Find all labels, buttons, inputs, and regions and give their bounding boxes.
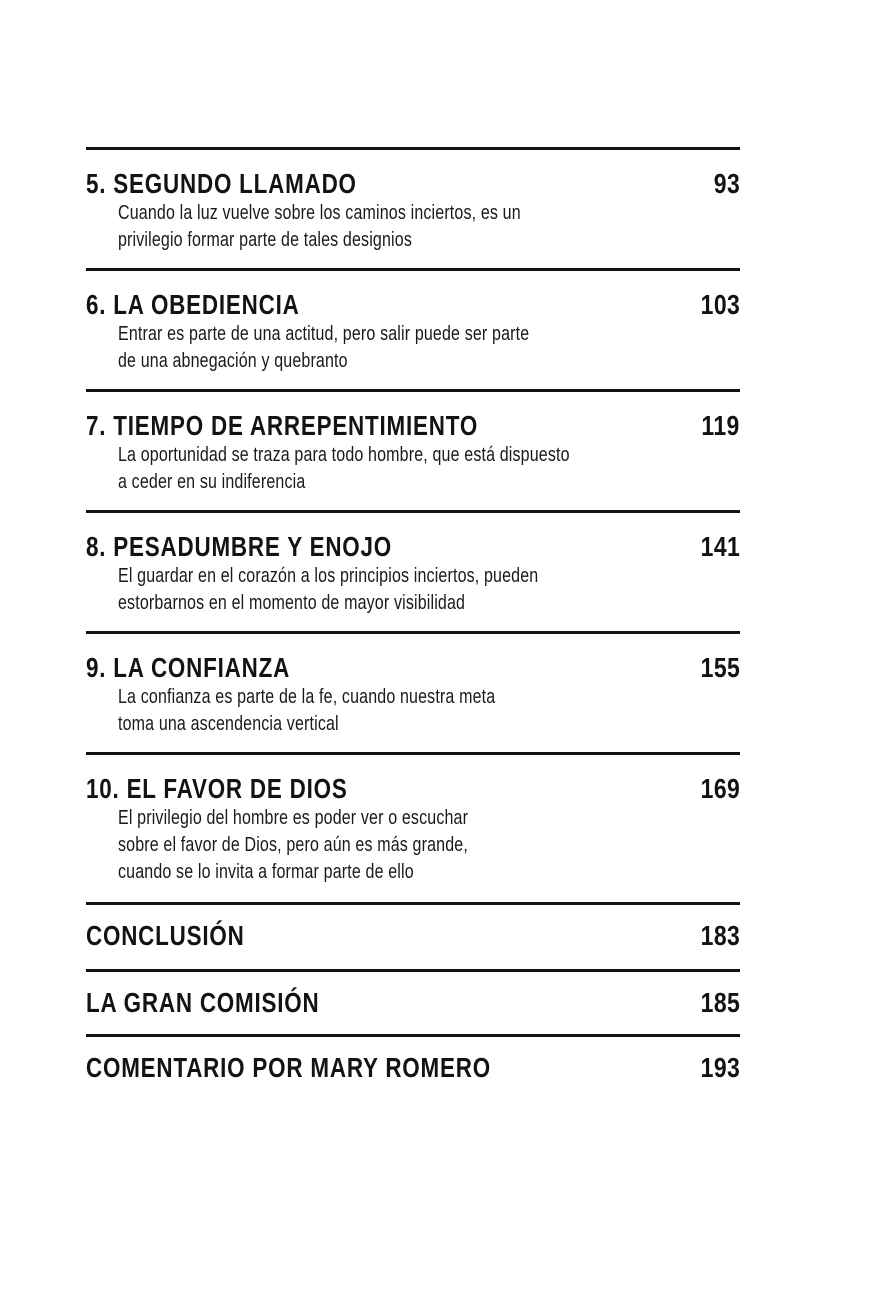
toc-entry-chapter-8: 8. PESADUMBRE Y ENOJO 141 El guardar en … bbox=[86, 513, 740, 631]
chapter-subtitle-line: a ceder en su indiferencia bbox=[118, 471, 306, 493]
chapter-title: CONCLUSIÓN bbox=[86, 920, 245, 951]
chapter-title: 10. EL FAVOR DE DIOS bbox=[86, 773, 348, 804]
divider-rule bbox=[86, 1034, 740, 1037]
divider-rule bbox=[86, 510, 740, 513]
chapter-subtitle-line: Entrar es parte de una actitud, pero sal… bbox=[118, 323, 530, 345]
toc-entry-chapter-5: 5. SEGUNDO LLAMADO 93 Cuando la luz vuel… bbox=[86, 150, 740, 268]
chapter-title: 7. TIEMPO DE ARREPENTIMIENTO bbox=[86, 410, 479, 441]
chapter-page-number: 141 bbox=[700, 531, 740, 562]
chapter-subtitle-line: sobre el favor de Dios, pero aún es más … bbox=[118, 834, 468, 856]
divider-rule bbox=[86, 147, 740, 150]
chapter-title: 8. PESADUMBRE Y ENOJO bbox=[86, 531, 393, 562]
chapter-page-number: 119 bbox=[701, 410, 740, 441]
toc-entry-gran-comision: LA GRAN COMISIÓN 185 bbox=[86, 972, 740, 1034]
chapter-page-number: 169 bbox=[700, 773, 740, 804]
divider-rule bbox=[86, 969, 740, 972]
chapter-page-number: 193 bbox=[700, 1052, 740, 1083]
toc-entry-chapter-9: 9. LA CONFIANZA 155 La confianza es part… bbox=[86, 634, 740, 752]
divider-rule bbox=[86, 389, 740, 392]
toc-entry-chapter-7: 7. TIEMPO DE ARREPENTIMIENTO 119 La opor… bbox=[86, 392, 740, 510]
chapter-subtitle-line: La oportunidad se traza para todo hombre… bbox=[118, 444, 570, 466]
divider-rule bbox=[86, 268, 740, 271]
chapter-page-number: 183 bbox=[700, 920, 740, 951]
chapter-subtitle-line: cuando se lo invita a formar parte de el… bbox=[118, 861, 414, 883]
chapter-subtitle-line: La confianza es parte de la fe, cuando n… bbox=[118, 686, 496, 708]
chapter-subtitle-line: El guardar en el corazón a los principio… bbox=[118, 565, 539, 587]
chapter-page-number: 93 bbox=[713, 168, 740, 199]
divider-rule bbox=[86, 631, 740, 634]
toc-entry-chapter-6: 6. LA OBEDIENCIA 103 Entrar es parte de … bbox=[86, 271, 740, 389]
chapter-title: COMENTARIO POR MARY ROMERO bbox=[86, 1052, 491, 1083]
divider-rule bbox=[86, 902, 740, 905]
chapter-subtitle-line: privilegio formar parte de tales designi… bbox=[118, 229, 412, 251]
chapter-page-number: 103 bbox=[700, 289, 740, 320]
toc-column: 5. SEGUNDO LLAMADO 93 Cuando la luz vuel… bbox=[86, 147, 740, 1083]
chapter-subtitle-line: de una abnegación y quebranto bbox=[118, 350, 348, 372]
toc-entry-chapter-10: 10. EL FAVOR DE DIOS 169 El privilegio d… bbox=[86, 755, 740, 902]
chapter-title: 6. LA OBEDIENCIA bbox=[86, 289, 300, 320]
chapter-title: LA GRAN COMISIÓN bbox=[86, 987, 320, 1018]
chapter-subtitle-line: Cuando la luz vuelve sobre los caminos i… bbox=[118, 202, 521, 224]
toc-entry-conclusion: CONCLUSIÓN 183 bbox=[86, 905, 740, 969]
chapter-subtitle-line: El privilegio del hombre es poder ver o … bbox=[118, 807, 469, 829]
chapter-title: 5. SEGUNDO LLAMADO bbox=[86, 168, 357, 199]
toc-entry-comentario: COMENTARIO POR MARY ROMERO 193 bbox=[86, 1037, 740, 1083]
chapter-page-number: 155 bbox=[700, 652, 740, 683]
divider-rule bbox=[86, 752, 740, 755]
chapter-page-number: 185 bbox=[700, 987, 740, 1018]
chapter-subtitle-line: toma una ascendencia vertical bbox=[118, 713, 339, 735]
chapter-title: 9. LA CONFIANZA bbox=[86, 652, 291, 683]
chapter-subtitle-line: estorbarnos en el momento de mayor visib… bbox=[118, 592, 466, 614]
